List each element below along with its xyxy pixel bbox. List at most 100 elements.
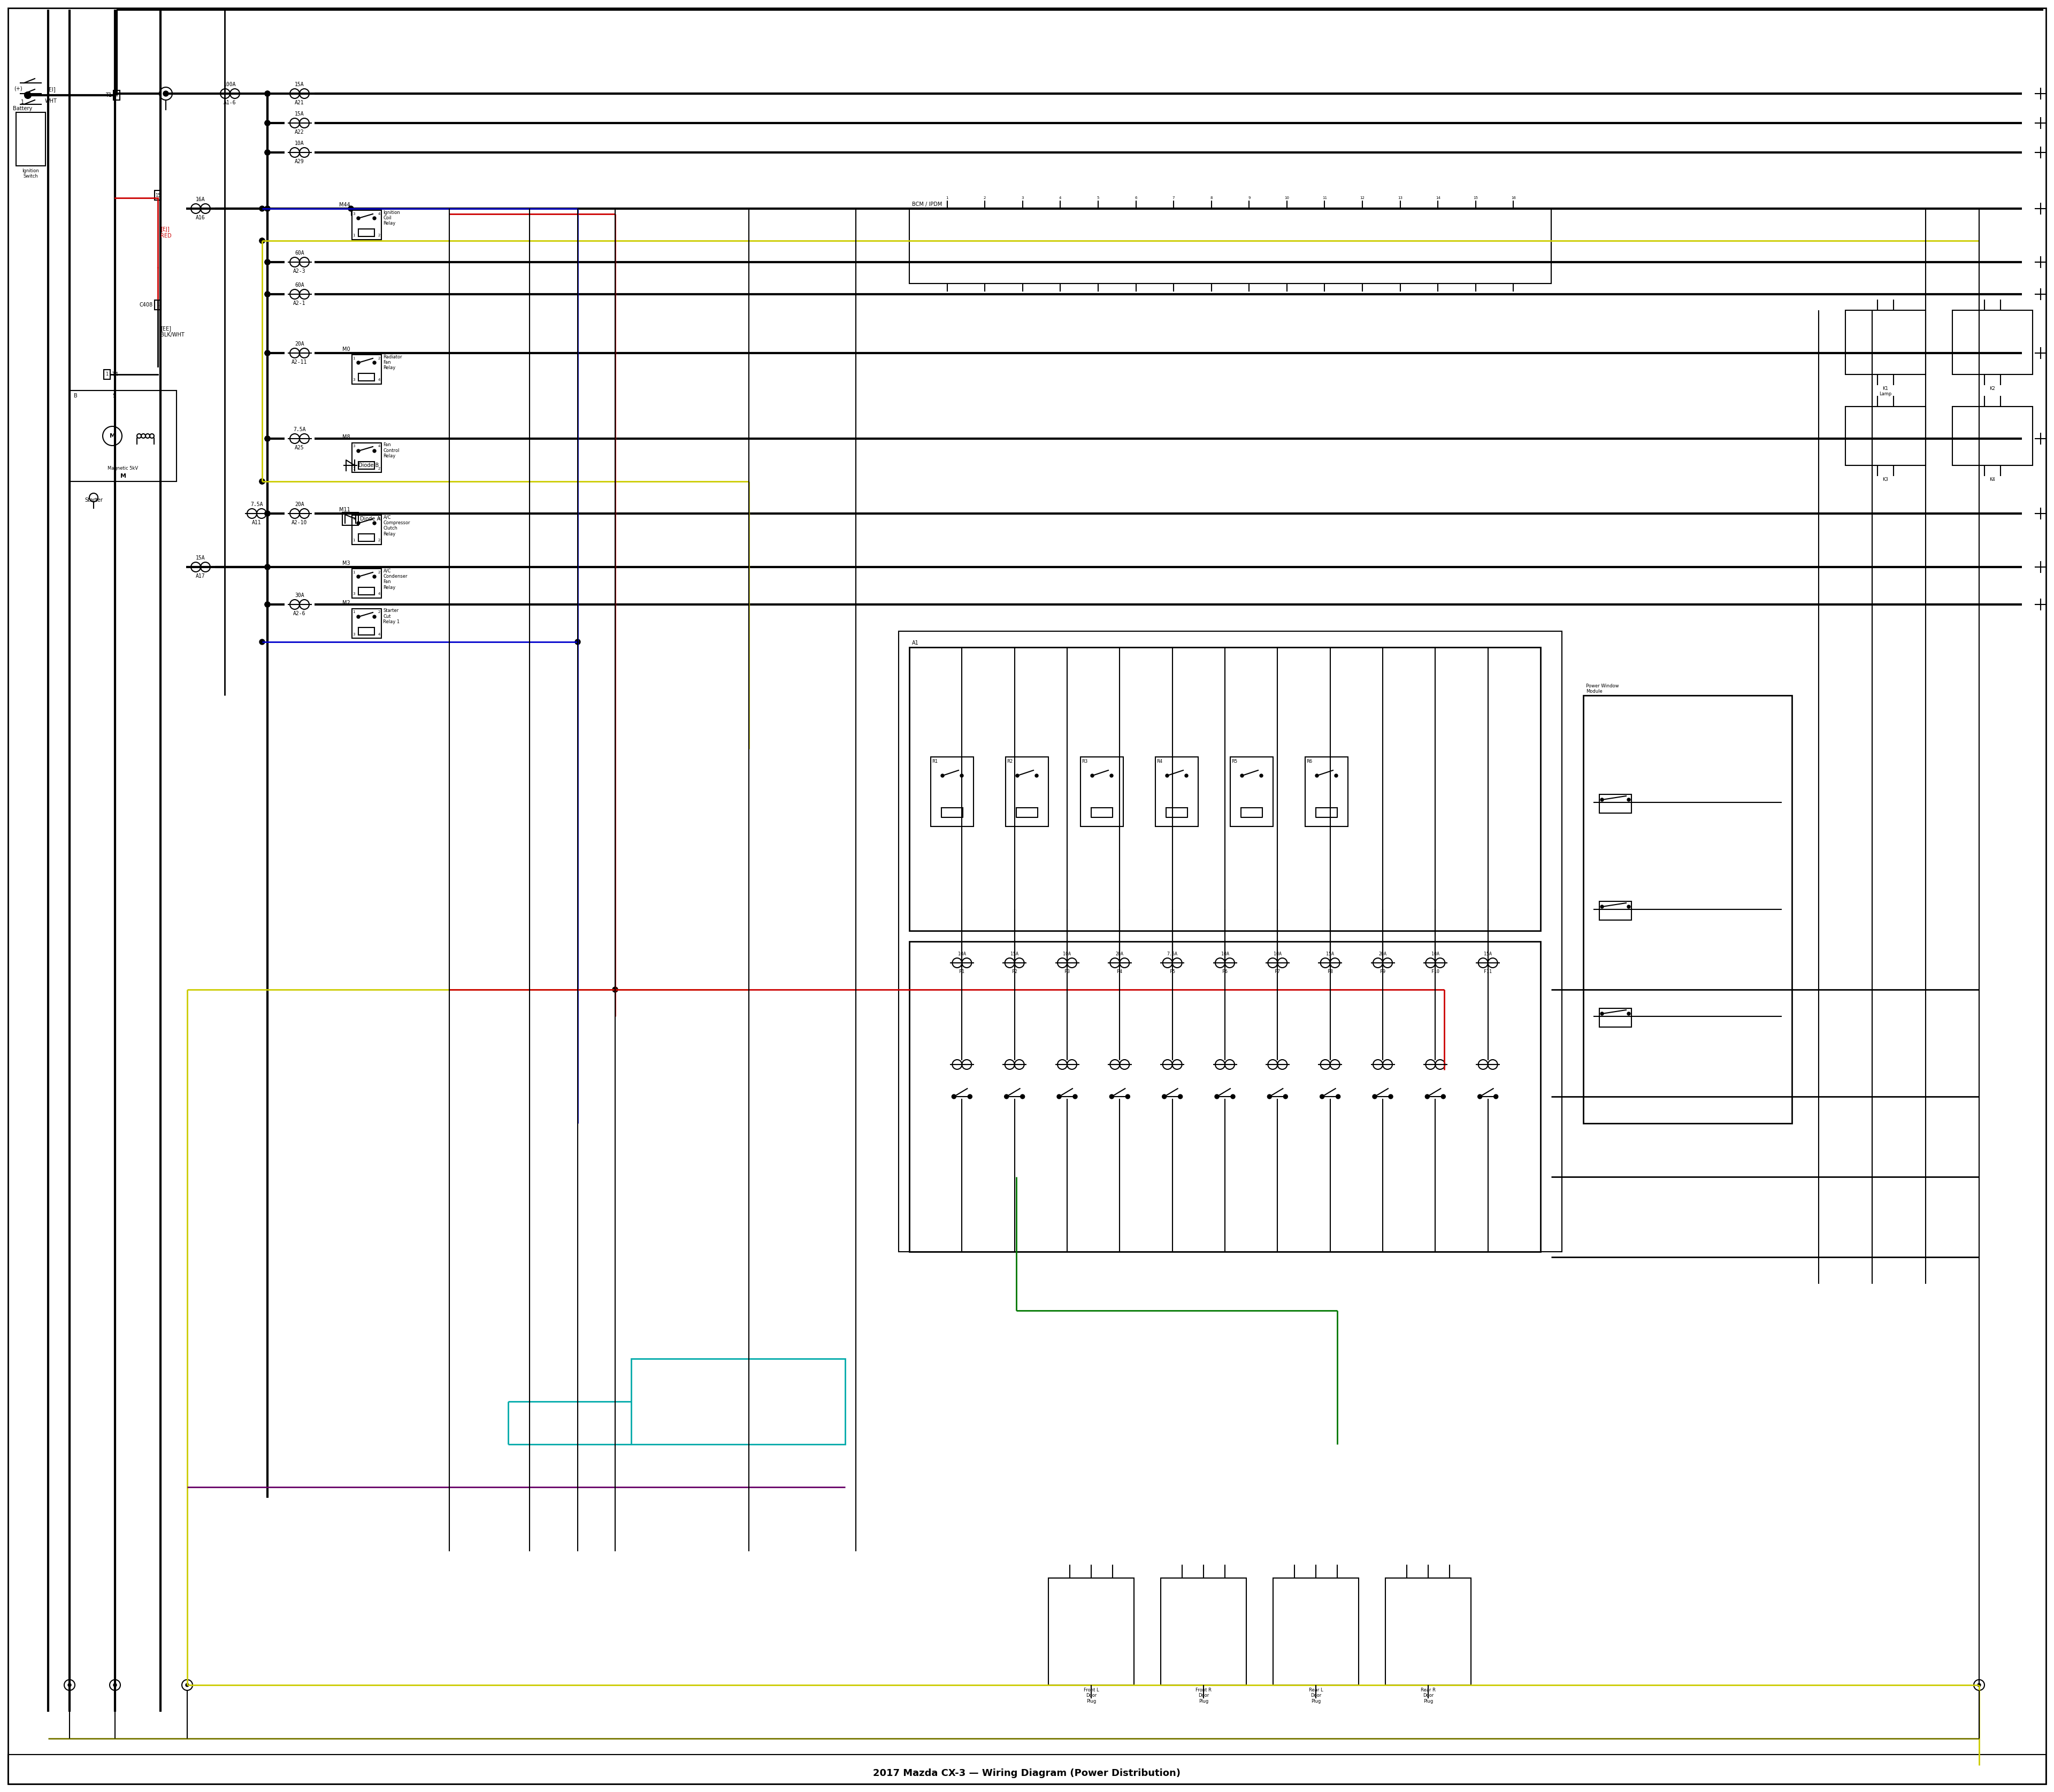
Text: 2: 2 bbox=[378, 235, 380, 237]
Circle shape bbox=[1425, 1095, 1430, 1098]
Text: 6: 6 bbox=[1134, 197, 1138, 199]
Text: K1
Lamp: K1 Lamp bbox=[1879, 387, 1892, 396]
Bar bbox=[930, 756, 974, 826]
Text: 3: 3 bbox=[353, 378, 355, 382]
Text: Ignition
Coil
Relay: Ignition Coil Relay bbox=[384, 210, 401, 226]
Bar bbox=[343, 513, 357, 525]
Circle shape bbox=[967, 1095, 972, 1098]
Bar bbox=[1584, 695, 1791, 1124]
Text: F5: F5 bbox=[1169, 969, 1175, 975]
Text: 1: 1 bbox=[353, 539, 355, 543]
Text: K3: K3 bbox=[1884, 477, 1888, 482]
Circle shape bbox=[164, 91, 168, 95]
Text: F10: F10 bbox=[1432, 969, 1440, 975]
Text: F8: F8 bbox=[1327, 969, 1333, 975]
Circle shape bbox=[1442, 1095, 1446, 1098]
Text: 1: 1 bbox=[353, 466, 355, 470]
Text: M0: M0 bbox=[343, 346, 349, 351]
Circle shape bbox=[374, 575, 376, 579]
Circle shape bbox=[265, 435, 271, 441]
Circle shape bbox=[1389, 1095, 1393, 1098]
Text: 15A: 15A bbox=[296, 111, 304, 116]
Text: M11: M11 bbox=[339, 507, 349, 513]
Bar bbox=[1304, 756, 1347, 826]
Text: 2017 Mazda CX-3 — Wiring Diagram (Power Distribution): 2017 Mazda CX-3 — Wiring Diagram (Power … bbox=[873, 1769, 1181, 1778]
Text: M2: M2 bbox=[343, 600, 349, 606]
Text: A22: A22 bbox=[296, 129, 304, 134]
Text: 7: 7 bbox=[1173, 197, 1175, 199]
Bar bbox=[351, 210, 382, 240]
Text: 2: 2 bbox=[984, 197, 986, 199]
Text: Rear R
Door
Plug: Rear R Door Plug bbox=[1421, 1688, 1436, 1704]
Circle shape bbox=[1321, 1095, 1325, 1098]
Text: A/C
Compressor
Clutch
Relay: A/C Compressor Clutch Relay bbox=[384, 514, 411, 536]
Text: Diode B: Diode B bbox=[357, 462, 378, 468]
Circle shape bbox=[265, 292, 271, 297]
Text: Diode A: Diode A bbox=[359, 516, 380, 521]
Circle shape bbox=[1627, 1012, 1631, 1016]
Circle shape bbox=[1335, 1095, 1341, 1098]
Circle shape bbox=[941, 774, 945, 778]
Circle shape bbox=[265, 260, 271, 265]
Circle shape bbox=[1335, 774, 1337, 778]
Circle shape bbox=[951, 1095, 955, 1098]
Bar bbox=[900, 631, 1561, 1253]
Circle shape bbox=[1600, 905, 1604, 909]
Text: A/C
Condenser
Fan
Relay: A/C Condenser Fan Relay bbox=[384, 568, 407, 590]
Circle shape bbox=[185, 1683, 189, 1686]
Bar bbox=[8, 1754, 2046, 1785]
Text: 15A: 15A bbox=[1011, 952, 1019, 957]
Circle shape bbox=[357, 360, 359, 364]
Circle shape bbox=[1179, 1095, 1183, 1098]
Circle shape bbox=[1241, 774, 1243, 778]
Circle shape bbox=[349, 206, 353, 211]
Circle shape bbox=[1017, 774, 1019, 778]
Text: 30A: 30A bbox=[296, 593, 304, 599]
Circle shape bbox=[265, 292, 271, 297]
Bar bbox=[1154, 756, 1197, 826]
Circle shape bbox=[612, 987, 618, 993]
Circle shape bbox=[265, 602, 271, 607]
Text: [EE]
BLK/WHT: [EE] BLK/WHT bbox=[160, 326, 185, 337]
Text: 4: 4 bbox=[1060, 197, 1062, 199]
Text: F1: F1 bbox=[959, 969, 965, 975]
Text: 10A: 10A bbox=[1273, 952, 1282, 957]
Circle shape bbox=[357, 615, 359, 618]
Text: [EJ]
RED: [EJ] RED bbox=[160, 228, 170, 238]
Text: 9: 9 bbox=[1249, 197, 1251, 199]
Text: 13: 13 bbox=[1399, 197, 1403, 199]
Circle shape bbox=[265, 206, 271, 211]
Text: Front R
Door
Plug: Front R Door Plug bbox=[1195, 1688, 1212, 1704]
Text: 5: 5 bbox=[1097, 197, 1099, 199]
Text: 3: 3 bbox=[353, 633, 355, 636]
Text: 3: 3 bbox=[353, 211, 355, 215]
Circle shape bbox=[265, 151, 271, 156]
Circle shape bbox=[265, 435, 271, 441]
Bar bbox=[105, 369, 111, 380]
Text: 3: 3 bbox=[353, 518, 355, 520]
Text: Starter: Starter bbox=[84, 498, 103, 504]
Bar bbox=[351, 514, 382, 545]
Circle shape bbox=[1165, 774, 1169, 778]
Text: BCM / IPDM: BCM / IPDM bbox=[912, 202, 943, 208]
Circle shape bbox=[1600, 1012, 1604, 1016]
Circle shape bbox=[374, 450, 376, 453]
Text: 3: 3 bbox=[353, 444, 355, 448]
Circle shape bbox=[1021, 1095, 1025, 1098]
Circle shape bbox=[1058, 1095, 1062, 1098]
Bar bbox=[1600, 1009, 1631, 1027]
Text: 1: 1 bbox=[156, 303, 160, 306]
Text: 15A: 15A bbox=[195, 556, 205, 561]
Text: Front L
Door
Plug: Front L Door Plug bbox=[1085, 1688, 1099, 1704]
Text: 60A: 60A bbox=[296, 251, 304, 256]
Circle shape bbox=[1267, 1095, 1271, 1098]
Text: 11: 11 bbox=[1323, 197, 1327, 199]
Circle shape bbox=[265, 511, 271, 516]
Text: 15: 15 bbox=[154, 194, 160, 197]
Text: 15: 15 bbox=[1473, 197, 1479, 199]
Text: 4: 4 bbox=[378, 518, 380, 520]
Text: 1: 1 bbox=[353, 570, 355, 573]
Text: A29: A29 bbox=[296, 159, 304, 165]
Circle shape bbox=[259, 206, 265, 211]
Circle shape bbox=[1072, 1095, 1076, 1098]
